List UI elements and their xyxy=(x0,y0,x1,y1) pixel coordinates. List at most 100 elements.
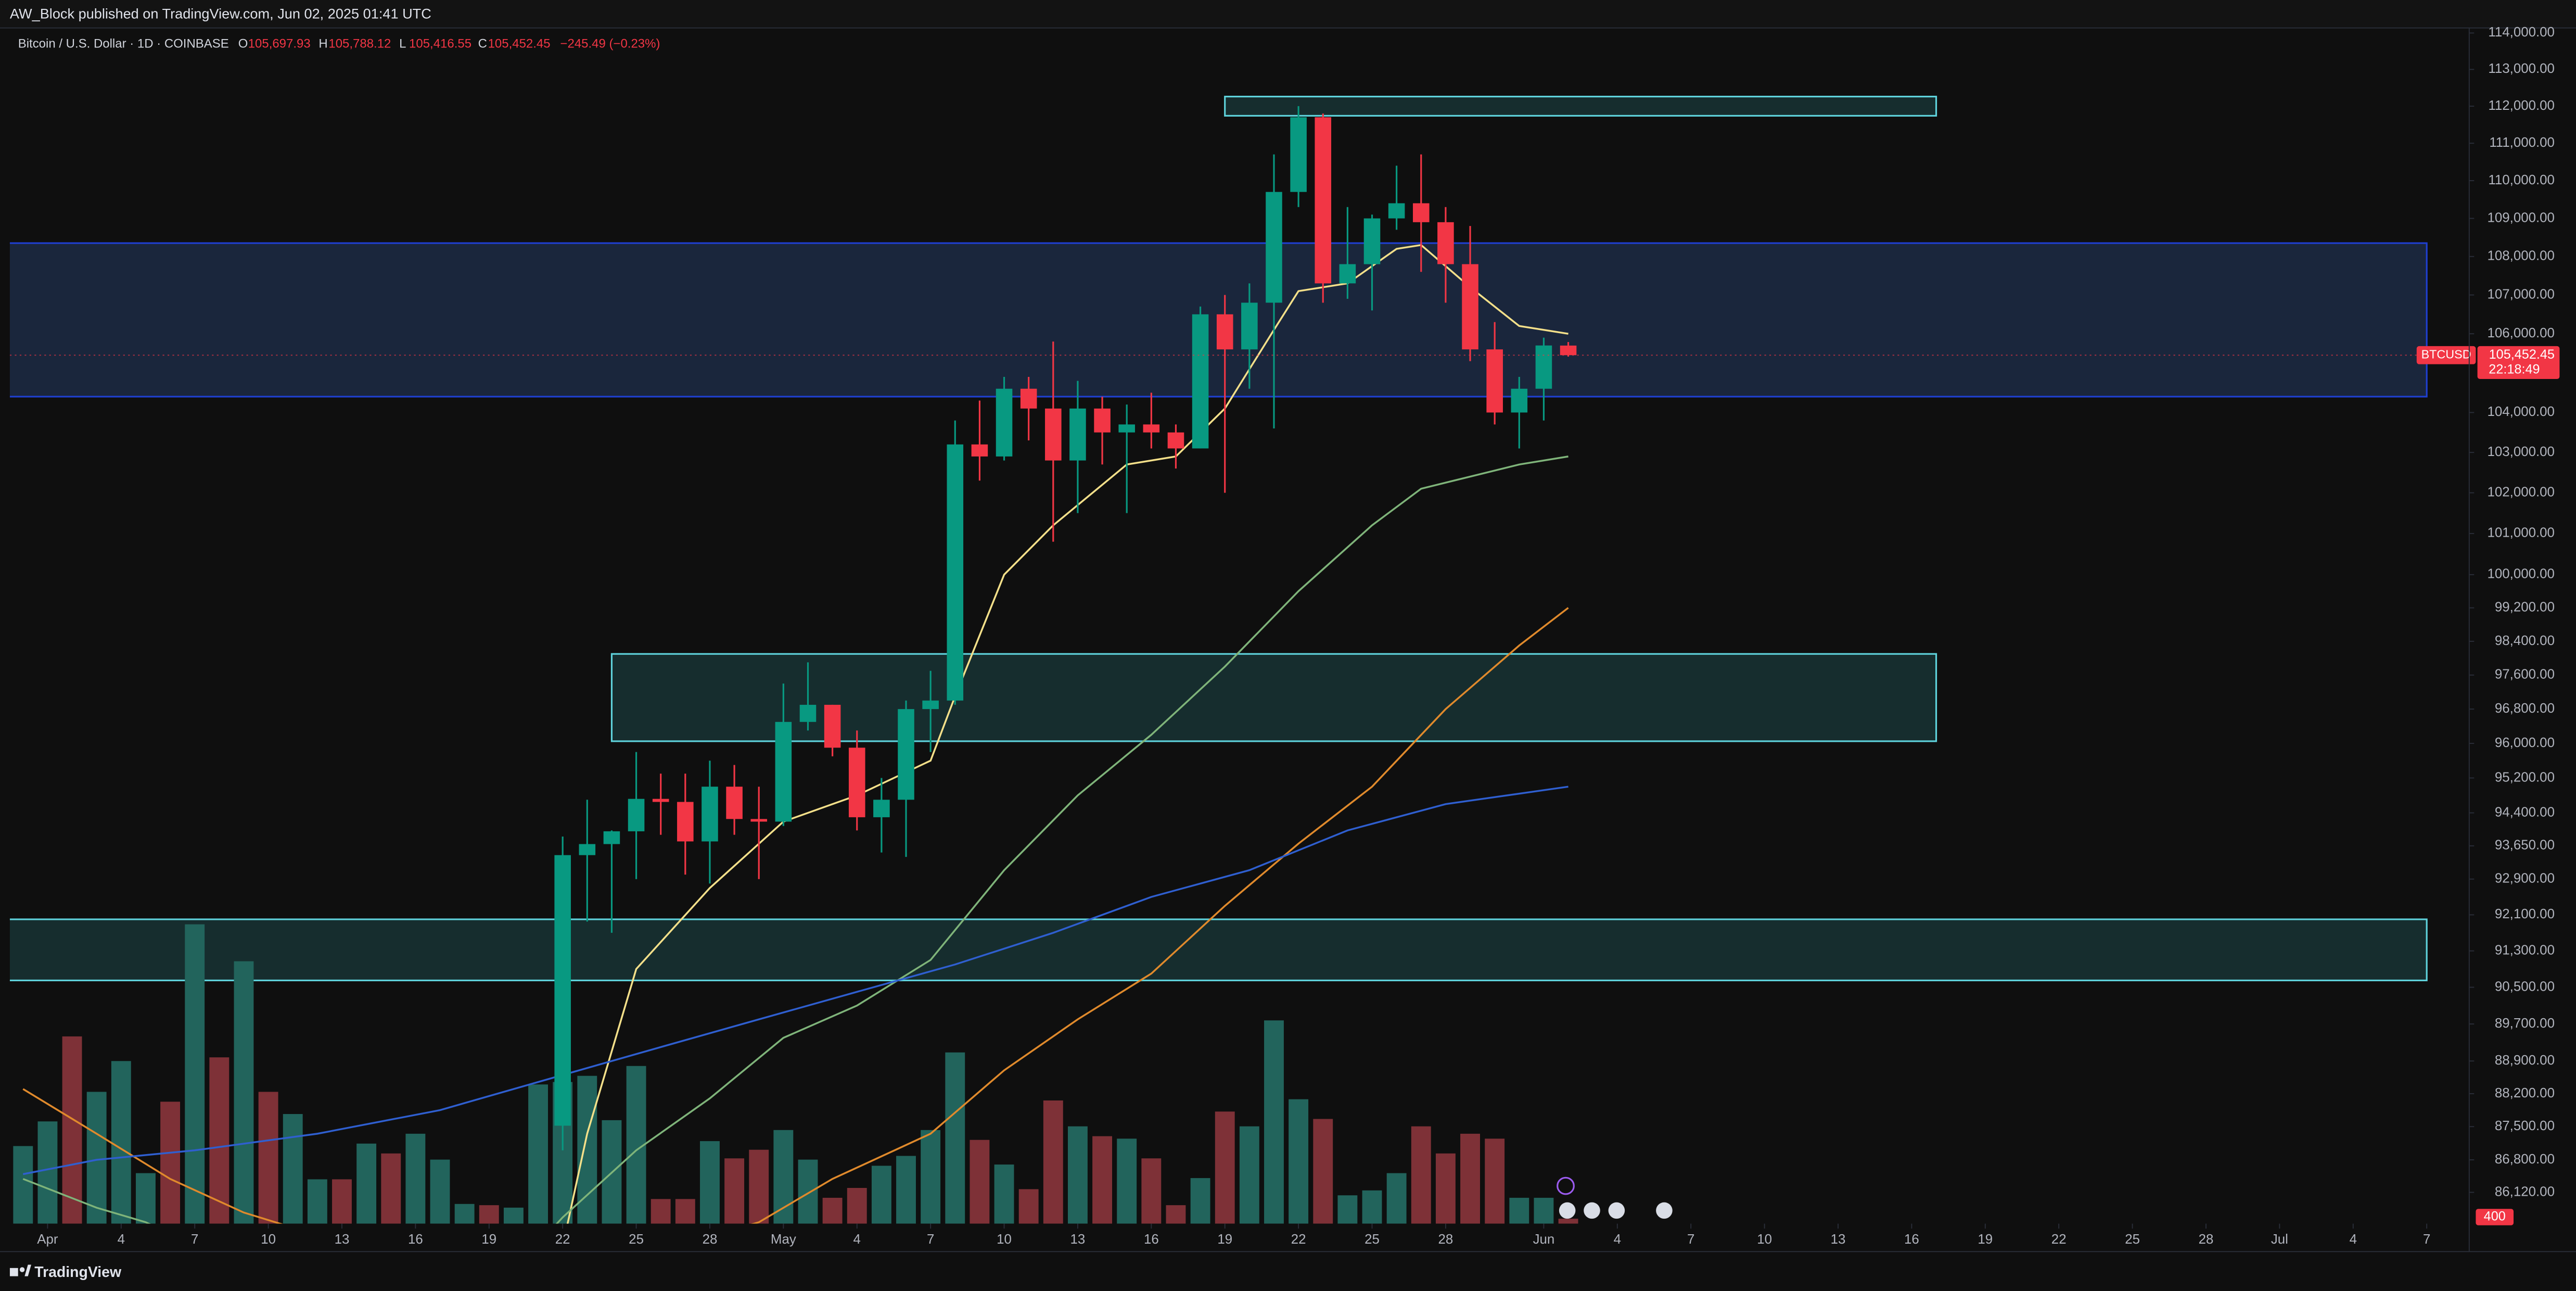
volume-bar xyxy=(675,1199,695,1224)
volume-bar xyxy=(700,1141,720,1224)
candle-body xyxy=(947,444,964,701)
ohlc-value: 105,697.93 xyxy=(248,37,311,51)
volume-bar xyxy=(307,1179,327,1224)
volume-bar xyxy=(651,1199,671,1224)
volume-bar xyxy=(86,1092,107,1224)
zone xyxy=(9,242,2428,398)
candle-body xyxy=(677,802,694,842)
candle-body xyxy=(1511,388,1528,413)
x-tick-label: Jul xyxy=(2271,1232,2288,1247)
volume-bar xyxy=(577,1075,597,1224)
y-tick-label: 87,500.00 xyxy=(2495,1119,2555,1133)
zone xyxy=(9,918,2428,981)
candle-body xyxy=(1339,264,1356,284)
candle-body xyxy=(1486,349,1503,413)
volume-bar xyxy=(209,1057,229,1224)
countdown-label: 22:18:49 xyxy=(2489,362,2540,376)
x-tick-label: 16 xyxy=(408,1232,423,1247)
y-tick-label: 114,000.00 xyxy=(2488,25,2555,40)
x-tick-label: 28 xyxy=(703,1232,718,1247)
event-icon xyxy=(1656,1202,1673,1219)
volume-bar xyxy=(13,1146,33,1224)
volume-bar xyxy=(430,1159,450,1224)
volume-tag-label: 400 xyxy=(2484,1209,2506,1224)
candle-body xyxy=(775,722,792,822)
y-tick-label: 97,600.00 xyxy=(2495,667,2555,682)
x-tick-label: 22 xyxy=(2051,1232,2067,1247)
volume-bar xyxy=(283,1114,303,1224)
x-tick-label: 19 xyxy=(481,1232,496,1247)
candle-body xyxy=(848,748,865,817)
volume-bar xyxy=(1117,1138,1137,1224)
zone xyxy=(1224,95,1937,117)
moving-average xyxy=(22,455,1568,1224)
candle-body xyxy=(1216,314,1233,350)
candle-body xyxy=(1266,192,1282,303)
volume-bar xyxy=(1558,1219,1578,1224)
y-tick-label: 96,800.00 xyxy=(2495,701,2555,716)
x-tick-label: 10 xyxy=(261,1232,276,1247)
volume-bar xyxy=(1092,1136,1113,1224)
volume-bar xyxy=(1460,1133,1480,1224)
volume-bar xyxy=(1190,1178,1210,1224)
volume-bar xyxy=(503,1207,524,1224)
volume-bar xyxy=(871,1166,891,1224)
y-tick-label: 101,000.00 xyxy=(2487,526,2554,540)
candle-body xyxy=(971,444,988,457)
candle-body xyxy=(1363,218,1381,264)
candle-body xyxy=(1069,408,1086,461)
y-tick-label: 107,000.00 xyxy=(2487,287,2554,301)
x-tick-label: Apr xyxy=(37,1232,58,1247)
candle-body xyxy=(750,819,768,822)
y-tick-label: 106,000.00 xyxy=(2487,326,2554,340)
y-tick-label: 100,000.00 xyxy=(2487,567,2554,581)
candle-body xyxy=(1388,203,1405,219)
logo-mark xyxy=(24,1264,31,1276)
x-tick-label: 7 xyxy=(2423,1232,2430,1247)
volume-bar xyxy=(1018,1189,1039,1224)
volume-bar xyxy=(1239,1126,1259,1224)
candle-body xyxy=(824,704,841,748)
event-icon xyxy=(1584,1202,1600,1219)
x-tick-label: 28 xyxy=(1438,1232,1453,1247)
x-tick-label: Jun xyxy=(1533,1232,1555,1247)
volume-bar xyxy=(381,1153,401,1224)
y-tick-label: 93,650.00 xyxy=(2495,838,2555,853)
x-tick-label: 4 xyxy=(1614,1232,1621,1247)
volume-bar xyxy=(1264,1020,1284,1224)
volume-bar xyxy=(1313,1119,1333,1224)
volume-bar xyxy=(945,1052,965,1224)
volume-bar xyxy=(724,1158,745,1224)
y-tick-label: 103,000.00 xyxy=(2487,445,2554,459)
x-tick-label: 28 xyxy=(2199,1232,2214,1247)
x-tick-label: 19 xyxy=(1978,1232,1993,1247)
volume-bar xyxy=(1534,1197,1554,1224)
volume-bar xyxy=(1166,1205,1186,1224)
y-tick-label: 96,000.00 xyxy=(2495,736,2555,750)
volume-bar xyxy=(136,1173,156,1224)
volume-bar xyxy=(1435,1153,1456,1224)
candles xyxy=(554,106,1577,1150)
volume-bar xyxy=(1485,1138,1505,1224)
x-tick-label: 22 xyxy=(1291,1232,1306,1247)
candle-body xyxy=(1094,408,1111,433)
y-tick-label: 98,400.00 xyxy=(2495,634,2555,648)
volume-bar xyxy=(528,1084,548,1224)
volume-tag xyxy=(2476,1209,2514,1225)
candle-body xyxy=(1290,117,1307,192)
candle-body xyxy=(1143,424,1160,433)
y-tick-label: 110,000.00 xyxy=(2488,173,2555,187)
volume-bar xyxy=(1043,1100,1063,1224)
y-tick-label: 88,900.00 xyxy=(2495,1053,2555,1068)
candle-body xyxy=(1241,302,1258,350)
y-tick-label: 99,200.00 xyxy=(2495,600,2555,614)
logo-mark xyxy=(9,1268,18,1276)
volume-bar xyxy=(405,1133,426,1224)
moving-average xyxy=(22,607,1569,1224)
candle-body xyxy=(1560,345,1577,356)
moving-average xyxy=(22,786,1568,1175)
axes: 114,000.00 113,000.00 112,000.00 111,000.00… xyxy=(9,25,2560,1247)
candle-body xyxy=(873,800,890,817)
